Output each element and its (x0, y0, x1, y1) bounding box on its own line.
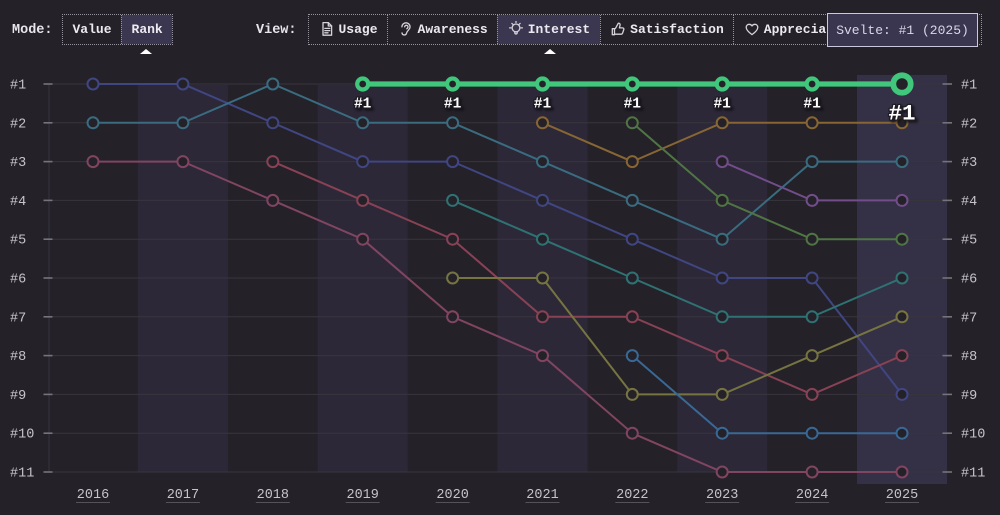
svg-text:#1: #1 (10, 79, 26, 94)
svg-text:2020: 2020 (436, 488, 468, 503)
svg-text:#2: #2 (10, 117, 26, 132)
svg-text:2022: 2022 (616, 488, 648, 503)
svg-text:#7: #7 (961, 311, 977, 326)
svg-text:#9: #9 (961, 389, 977, 404)
svg-text:2025: 2025 (886, 488, 918, 503)
svg-text:#7: #7 (10, 311, 26, 326)
svg-text:2019: 2019 (346, 488, 378, 503)
svg-text:#8: #8 (961, 350, 977, 365)
svg-text:2024: 2024 (796, 488, 828, 503)
svg-text:#1: #1 (624, 96, 642, 112)
svg-text:#6: #6 (10, 273, 26, 288)
svg-text:2018: 2018 (257, 488, 289, 503)
svg-text:#11: #11 (961, 467, 985, 482)
svg-text:#1: #1 (534, 96, 552, 112)
svg-text:#8: #8 (10, 350, 26, 365)
svg-text:#5: #5 (10, 234, 26, 249)
svg-text:#1: #1 (444, 96, 462, 112)
svg-text:#1: #1 (888, 101, 915, 127)
svg-text:#11: #11 (10, 467, 34, 482)
svg-text:#3: #3 (10, 156, 26, 171)
svg-text:#1: #1 (803, 96, 821, 112)
svg-text:#4: #4 (961, 195, 977, 210)
svg-text:#1: #1 (961, 79, 977, 94)
svg-text:2021: 2021 (526, 488, 558, 503)
svg-text:#9: #9 (10, 389, 26, 404)
svg-text:#6: #6 (961, 273, 977, 288)
svg-text:#1: #1 (713, 96, 731, 112)
svg-text:#2: #2 (961, 117, 977, 132)
svg-text:#1: #1 (354, 96, 372, 112)
svg-text:#5: #5 (961, 234, 977, 249)
svg-text:2023: 2023 (706, 488, 738, 503)
svg-text:2016: 2016 (77, 488, 109, 503)
svg-text:#10: #10 (10, 428, 34, 443)
svg-text:#10: #10 (961, 428, 985, 443)
svg-text:#3: #3 (961, 156, 977, 171)
svg-text:2017: 2017 (167, 488, 199, 503)
svg-text:#4: #4 (10, 195, 26, 210)
